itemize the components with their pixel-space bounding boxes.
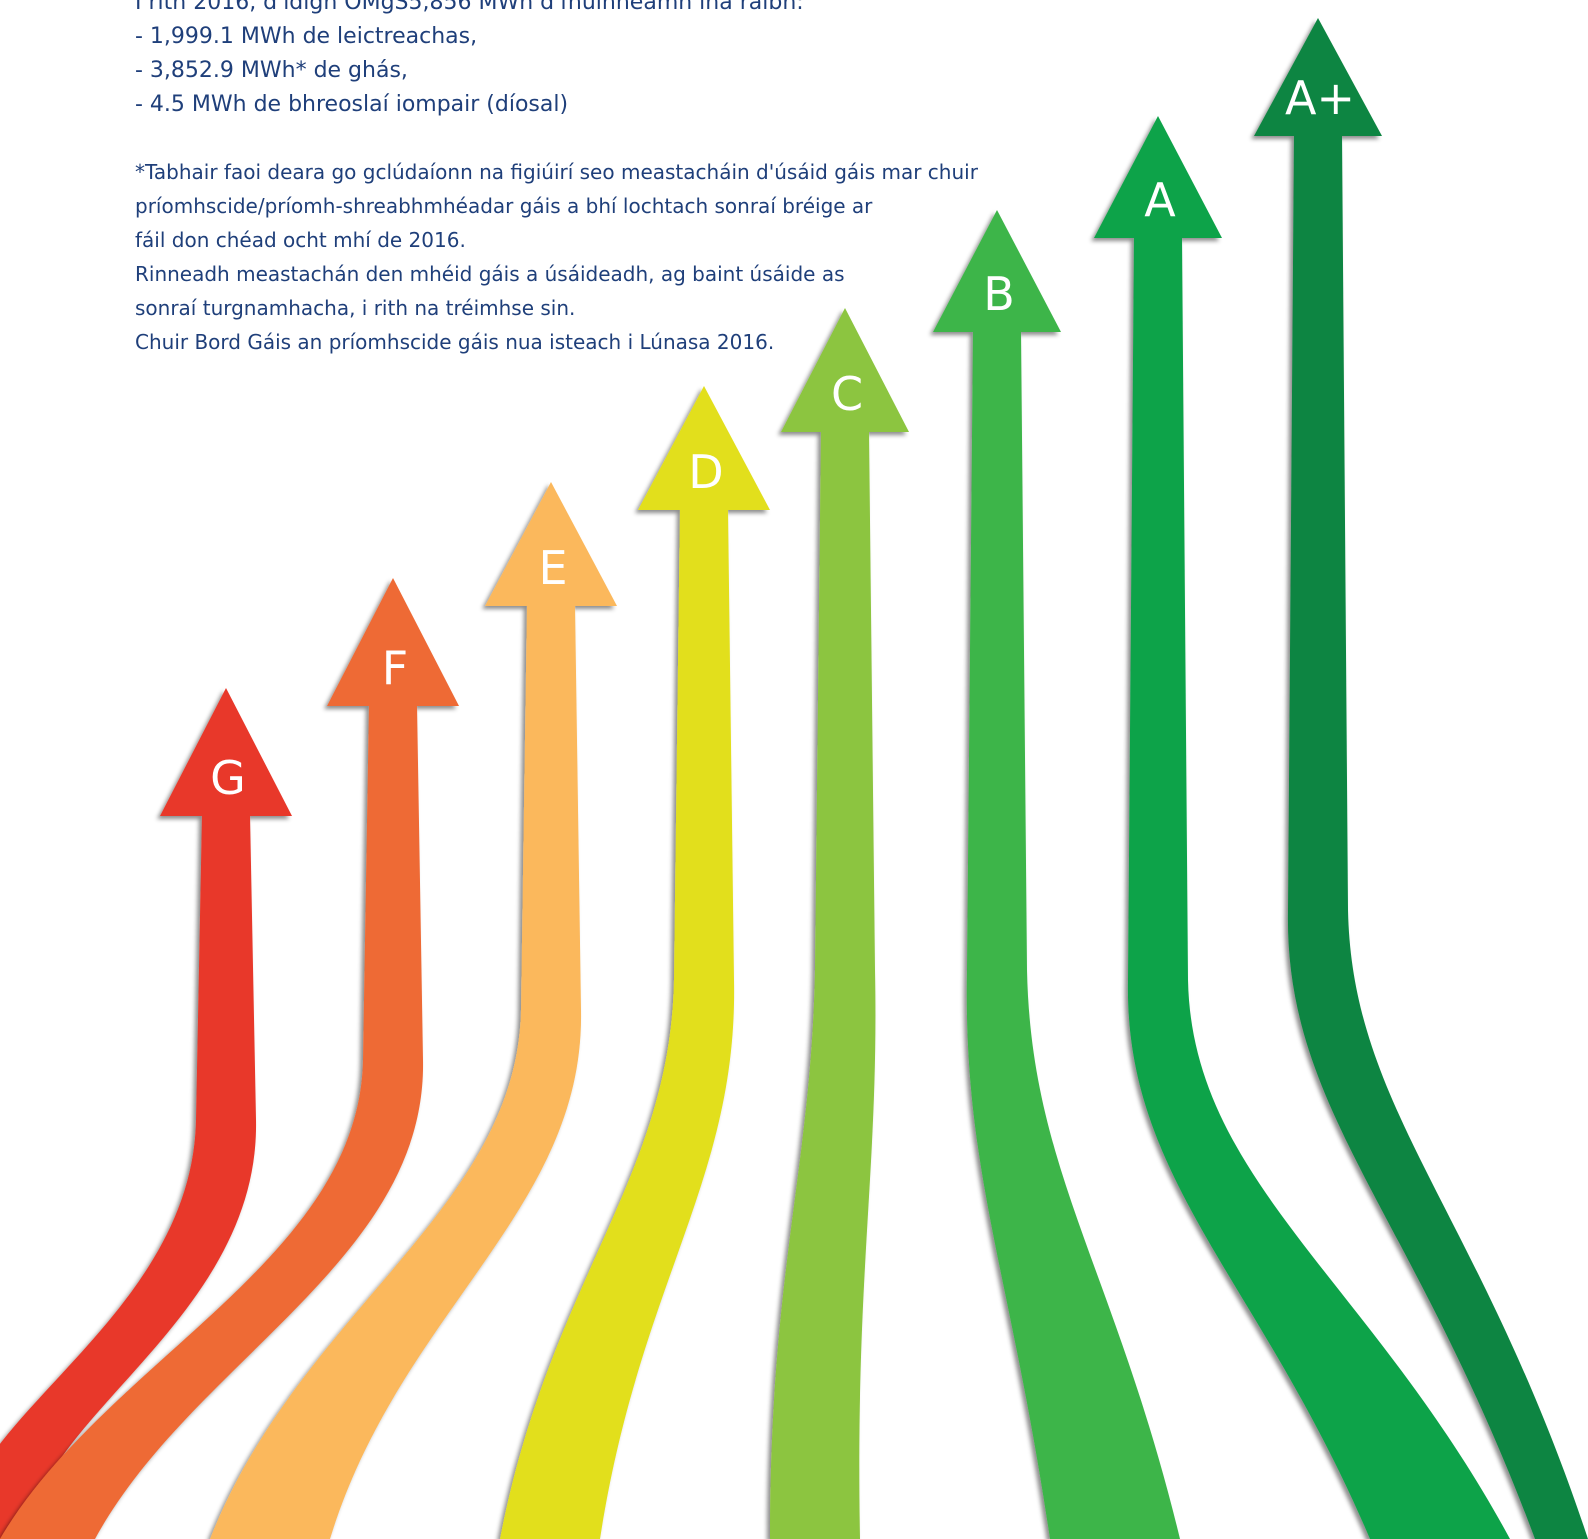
arrow-head xyxy=(160,688,292,816)
rating-arrow-d xyxy=(500,386,770,1539)
note-line: fáil don chéad ocht mhí de 2016. xyxy=(135,228,466,252)
arrow-shaft xyxy=(500,508,735,1539)
arrow-shaft xyxy=(0,704,424,1539)
arrow-head xyxy=(638,386,770,510)
arrow-head xyxy=(327,578,459,706)
arrow-shaft xyxy=(1287,134,1588,1539)
note-line: Rinneadh meastachán den mhéid gáis a úsá… xyxy=(135,262,845,286)
arrow-head xyxy=(1094,116,1222,238)
summary-line: - 4.5 MWh de bhreoslaí iompair (díosal) xyxy=(135,92,569,117)
rating-arrow-a xyxy=(1094,116,1510,1539)
energy-summary: I rith 2016, d'ídigh OMgS5,856 MWh d'fhu… xyxy=(135,0,804,122)
note-line: Chuir Bord Gáis an príomhscide gáis nua … xyxy=(135,330,775,354)
rating-arrow-c xyxy=(770,308,909,1539)
arrow-head xyxy=(1254,18,1382,136)
summary-line: - 1,999.1 MWh de leictreachas, xyxy=(135,24,478,49)
rating-arrow-f xyxy=(0,578,459,1539)
rating-label: E xyxy=(538,541,567,595)
rating-label: A xyxy=(1144,173,1176,227)
rating-label: G xyxy=(210,751,246,805)
rating-arrow-g xyxy=(0,688,292,1539)
arrow-head xyxy=(933,210,1061,332)
gas-estimate-note: *Tabhair faoi deara go gclúdaíonn na fig… xyxy=(135,155,978,359)
summary-line: I rith 2016, d'ídigh OMgS5,856 MWh d'fhu… xyxy=(135,0,804,15)
arrow-head xyxy=(485,482,617,606)
arrow-shaft xyxy=(966,330,1180,1539)
rating-arrow-a-plus xyxy=(1254,18,1588,1539)
rating-label: F xyxy=(382,641,408,695)
rating-label: D xyxy=(688,445,723,499)
arrow-shaft xyxy=(0,814,257,1539)
arrow-shaft xyxy=(770,430,876,1539)
arrow-shaft xyxy=(210,604,582,1539)
note-line: sonraí turgnamhacha, i rith na tréimhse … xyxy=(135,296,576,320)
rating-arrow-b xyxy=(933,210,1180,1539)
arrow-head xyxy=(781,308,909,432)
rating-label: B xyxy=(983,267,1015,321)
note-line: príomhscide/príomh-shreabhmhéadar gáis a… xyxy=(135,194,873,218)
rating-arrow-e xyxy=(210,482,617,1539)
rating-label: A+ xyxy=(1285,71,1355,125)
arrow-shaft xyxy=(1127,236,1510,1539)
note-line: *Tabhair faoi deara go gclúdaíonn na fig… xyxy=(135,160,978,184)
summary-line: - 3,852.9 MWh* de ghás, xyxy=(135,58,408,83)
rating-label: C xyxy=(831,367,863,421)
